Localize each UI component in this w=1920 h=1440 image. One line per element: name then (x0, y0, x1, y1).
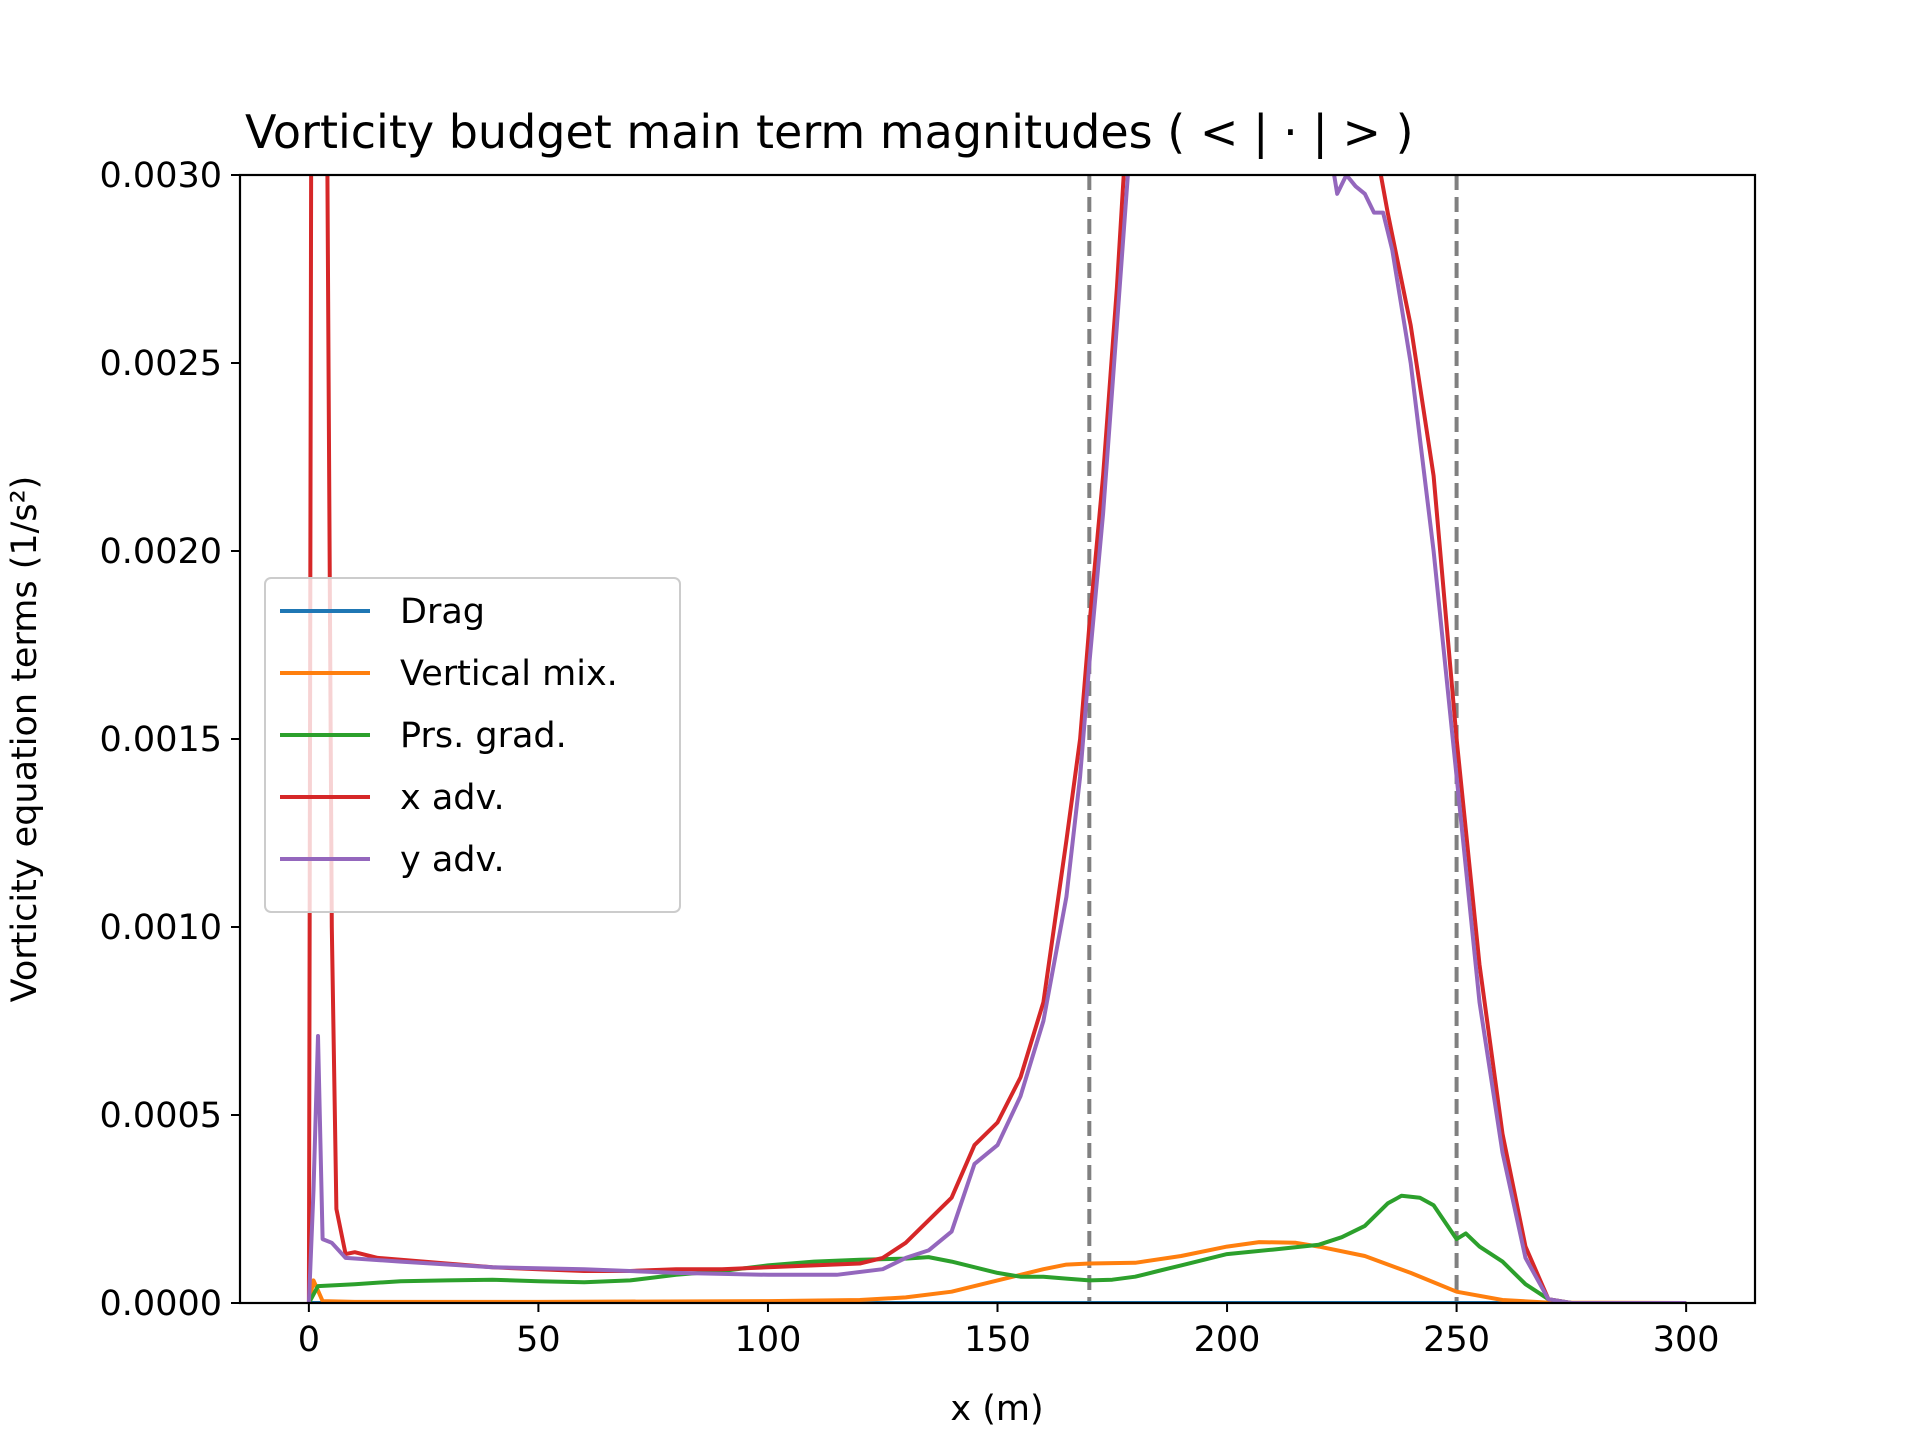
x-tick-label: 150 (964, 1320, 1031, 1360)
x-tick-label: 0 (298, 1320, 320, 1360)
legend-label: Vertical mix. (400, 654, 618, 694)
series-line (306, 175, 1687, 1303)
y-tick-label: 0.0020 (100, 532, 222, 572)
plot-lines (306, 175, 1687, 1303)
y-axis-ticks: 0.0000 0.0005 0.0010 0.0015 0.0020 0.0025 0.00… (100, 156, 240, 1324)
x-tick-label: 250 (1423, 1320, 1490, 1360)
legend-label: y adv. (400, 840, 505, 880)
x-axis-label: x (m) (950, 1389, 1043, 1429)
series-line (307, 1193, 1687, 1303)
legend-label: Drag (400, 592, 485, 632)
legend: Drag Vertical mix. Prs. grad. x adv. y adv. (264, 577, 681, 913)
y-axis-label: Vorticity equation terms (1/s²) (5, 476, 45, 1003)
legend-frame (264, 577, 681, 913)
x-tick-label: 200 (1194, 1320, 1261, 1360)
series-line (306, 175, 1687, 1303)
x-tick-label: 50 (516, 1320, 561, 1360)
y-tick-label: 0.0000 (100, 1284, 222, 1324)
y-tick-label: 0.0030 (100, 156, 222, 196)
y-tick-label: 0.0010 (100, 908, 222, 948)
legend-label: Prs. grad. (400, 716, 567, 756)
y-tick-label: 0.0025 (100, 344, 222, 384)
y-tick-label: 0.0005 (100, 1096, 222, 1136)
x-axis-ticks: 0 50 100 150 200 250 300 (298, 1303, 1720, 1360)
y-tick-label: 0.0015 (100, 720, 222, 760)
chart-title: Vorticity budget main term magnitudes ( … (245, 105, 1414, 160)
reference-lines (1087, 175, 1459, 1303)
x-tick-label: 300 (1653, 1320, 1720, 1360)
x-tick-label: 100 (735, 1320, 802, 1360)
legend-label: x adv. (400, 778, 505, 818)
